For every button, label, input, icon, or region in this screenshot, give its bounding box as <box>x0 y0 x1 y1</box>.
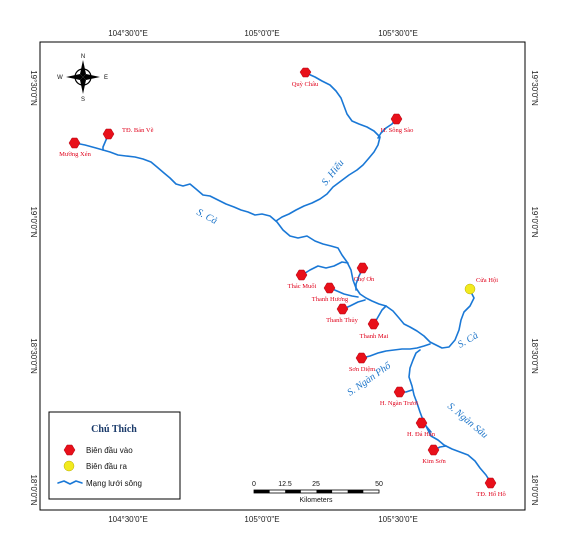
coord-left-3: 18°30'0"N <box>29 338 38 374</box>
coord-top-1: 104°30'0"E <box>108 29 148 38</box>
river-label-ca-east: S. Cả <box>456 330 480 350</box>
station-label-thanh-mai: Thanh Mai <box>360 333 389 340</box>
station-label-cua-hoi: Cửa Hội <box>476 277 498 284</box>
station-marker-thanh-mai <box>367 318 380 330</box>
river-label-ca-west: S. Cả <box>195 207 219 227</box>
legend: Chú Thích Biên đầu vào Biên đầu ra Mạng … <box>48 411 181 500</box>
river-hieu <box>275 72 381 222</box>
legend-item-river: Mạng lưới sông <box>86 479 142 488</box>
station-marker-quy-chau <box>299 67 312 78</box>
river-ngan-pho <box>361 343 431 359</box>
river-label-hieu: S. Hiếu <box>320 158 347 188</box>
station-label-ngan-truoi: H. Ngàn Trươi <box>380 400 418 407</box>
station-label-thanh-huong: Thanh Hương <box>312 296 349 303</box>
coord-right-2: 19°0'0"N <box>530 206 539 237</box>
north-arrow-icon: N S W E <box>57 54 108 103</box>
station-label-thanh-thuy: Thanh Thủy <box>326 317 359 324</box>
map-frame <box>39 41 526 511</box>
river-thanh-huong <box>329 287 359 298</box>
coord-left-1: 19°30'0"N <box>29 70 38 106</box>
coord-bottom-1: 104°30'0"E <box>108 515 148 524</box>
station-marker-ban-ve <box>102 128 115 140</box>
coord-right-3: 18°30'0"N <box>530 338 539 374</box>
scale-tick-0: 0 <box>252 481 256 488</box>
station-marker-muong-xen <box>68 137 81 149</box>
compass-s: S <box>81 97 85 103</box>
station-marker-ho-ho <box>484 477 497 489</box>
station-marker-cho-on <box>356 262 369 274</box>
station-label-ban-ve: TĐ. Bản Vẽ <box>122 127 154 134</box>
station-marker-cua-hoi <box>464 283 476 295</box>
legend-item-output: Biên đầu ra <box>86 462 127 471</box>
legend-output-icon <box>63 460 75 472</box>
coord-top-3: 105°30'0"E <box>378 29 418 38</box>
compass-n: N <box>81 54 85 60</box>
coord-left-2: 19°0'0"N <box>29 206 38 237</box>
river-thac-muoi <box>301 261 349 276</box>
legend-input-icon <box>63 444 76 456</box>
coord-left-4: 18°0'0"N <box>29 474 38 505</box>
station-marker-da-han <box>415 417 428 429</box>
coord-bottom-2: 105°0'0"E <box>244 515 279 524</box>
station-label-ho-ho: TĐ. Hố Hô <box>476 491 505 498</box>
station-marker-thanh-thuy <box>336 303 349 315</box>
station-marker-thanh-huong <box>323 282 336 294</box>
scale-unit: Kilometers <box>299 497 333 504</box>
river-ca-main <box>74 142 475 349</box>
station-label-thac-muoi: Thác Muối <box>288 283 317 290</box>
scale-tick-25: 25 <box>312 481 320 488</box>
station-label-song-sao: H. Sông Sào <box>381 127 414 134</box>
station-marker-ngan-truoi <box>393 386 406 398</box>
scale-tick-12: 12.5 <box>278 481 292 488</box>
legend-item-input: Biên đầu vào <box>86 446 133 455</box>
scale-tick-50: 50 <box>375 481 383 488</box>
station-marker-son-diem <box>355 352 368 364</box>
station-label-muong-xen: Mường Xén <box>59 151 91 158</box>
station-marker-kim-son <box>427 444 440 456</box>
station-label-quy-chau: Quỳ Châu <box>292 81 319 88</box>
legend-river-icon <box>57 480 83 485</box>
coord-top-2: 105°0'0"E <box>244 29 279 38</box>
scale-bar: 0 12.5 25 50 Kilometers <box>252 481 383 504</box>
station-label-cho-on: Chợ Ơn <box>354 276 375 283</box>
station-marker-thac-muoi <box>295 269 308 281</box>
coord-right-1: 19°30'0"N <box>530 70 539 106</box>
compass-e: E <box>104 75 108 81</box>
compass-w: W <box>57 75 63 81</box>
station-label-kim-son: Kim Sơn <box>422 458 446 465</box>
station-label-son-diem: Sơn Diệm <box>349 366 375 373</box>
legend-title: Chú Thích <box>91 424 137 435</box>
station-label-da-han: H. Đá Hàn <box>407 431 436 438</box>
stations-input <box>68 67 497 489</box>
coord-right-4: 18°0'0"N <box>530 474 539 505</box>
station-marker-song-sao <box>390 113 403 125</box>
coord-bottom-3: 105°30'0"E <box>378 515 418 524</box>
river-label-ngan-sau: S. Ngàn Sâu <box>445 401 490 441</box>
